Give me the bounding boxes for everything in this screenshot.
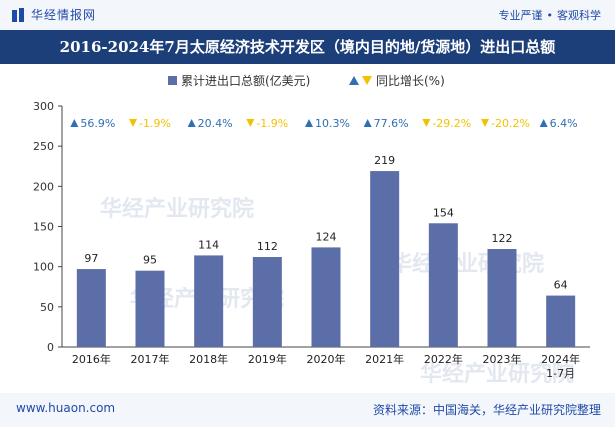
x-tick-label: 2024年: [541, 352, 580, 366]
bar-value-label: 95: [143, 254, 157, 267]
growth-up-arrow: [70, 119, 79, 127]
y-tick-label: 200: [33, 180, 54, 193]
growth-label: 56.9%: [80, 117, 115, 130]
growth-label: 10.3%: [315, 117, 350, 130]
logo-icon: [12, 8, 24, 22]
bar: [546, 295, 576, 347]
bar-value-label: 122: [492, 232, 513, 245]
bar: [76, 269, 106, 347]
x-tick-label: 2016年: [72, 352, 111, 366]
bar-value-label: 114: [198, 238, 219, 251]
y-tick-label: 250: [33, 140, 54, 153]
legend-down-marker: [362, 76, 372, 85]
bar: [194, 255, 224, 347]
title-bar: 2016-2024年7月太原经济技术开发区（境内目的地/货源地）进出口总额: [0, 30, 615, 64]
watermark-3: 华经产业研究院: [420, 361, 574, 387]
growth-up-arrow: [363, 119, 372, 127]
bar-value-label: 154: [433, 206, 454, 219]
growth-down-arrow: [129, 119, 137, 127]
growth-down-arrow: [422, 119, 431, 127]
bar-value-label: 124: [316, 230, 337, 243]
legend-bar-label: 累计进出口总额(亿美元): [181, 73, 310, 88]
bar-value-label: 112: [257, 240, 278, 253]
x-tick-label: 2019年: [248, 352, 287, 366]
x-tick-label: 2022年: [424, 352, 463, 366]
growth-label: -1.9%: [139, 117, 171, 130]
brand-name: 华经情报网: [31, 8, 97, 22]
bar: [487, 248, 517, 347]
y-tick-label: 150: [33, 221, 54, 234]
footer-bar: www.huaon.com 资料来源：中国海关，华经产业研究院整理: [0, 393, 615, 427]
watermark-0: 华经产业研究院: [100, 196, 254, 222]
x-tick-label: 2017年: [131, 352, 170, 366]
y-tick-label: 100: [33, 261, 54, 274]
y-tick-label: 50: [40, 301, 54, 314]
growth-up-arrow: [539, 119, 548, 127]
bar: [135, 270, 165, 347]
growth-label: 77.6%: [374, 117, 409, 130]
bar-value-label: 97: [84, 252, 98, 265]
chart: 华经产业研究院华经产业研究院华经产业研究院华经产业研究院累计进出口总额(亿美元)…: [33, 73, 590, 387]
tag-professional: 专业严谨: [498, 9, 543, 22]
data-source: 资料来源：中国海关，华经产业研究院整理: [372, 403, 601, 417]
bar: [428, 223, 458, 347]
growth-label: 20.4%: [198, 117, 233, 130]
growth-label: -20.2%: [491, 117, 530, 130]
legend-bar-swatch: [168, 76, 177, 85]
legend-growth-label: 同比增长(%): [376, 74, 445, 88]
growth-label: -29.2%: [432, 117, 471, 130]
bar: [370, 171, 400, 347]
bar-value-label: 219: [374, 154, 395, 167]
growth-up-arrow: [305, 119, 313, 127]
x-tick-label: 1-7月: [546, 367, 575, 380]
x-tick-label: 2021年: [365, 352, 404, 366]
growth-label: -1.9%: [256, 117, 288, 130]
growth-label: 6.4%: [550, 117, 578, 130]
bar: [311, 247, 341, 347]
tag-objective: 客观科学: [557, 9, 601, 22]
growth-down-arrow: [246, 119, 255, 127]
bar: [252, 257, 282, 347]
separator-dot: •: [546, 9, 554, 22]
brand-tags: 专业严谨 • 客观科学: [499, 7, 602, 23]
legend-up-marker: [349, 76, 359, 85]
x-tick-label: 2020年: [307, 352, 346, 366]
growth-down-arrow: [481, 119, 489, 127]
x-tick-label: 2023年: [483, 352, 522, 366]
x-tick-label: 2018年: [189, 352, 228, 366]
y-tick-label: 0: [47, 341, 54, 354]
chart-title: 2016-2024年7月太原经济技术开发区（境内目的地/货源地）进出口总额: [59, 38, 556, 56]
bar-value-label: 64: [554, 279, 568, 292]
y-tick-label: 300: [33, 100, 54, 113]
watermark-1: 华经产业研究院: [390, 251, 544, 277]
website-link[interactable]: www.huaon.com: [16, 401, 116, 415]
growth-up-arrow: [187, 119, 196, 127]
top-bar: 华经情报网 专业严谨 • 客观科学: [0, 0, 615, 30]
